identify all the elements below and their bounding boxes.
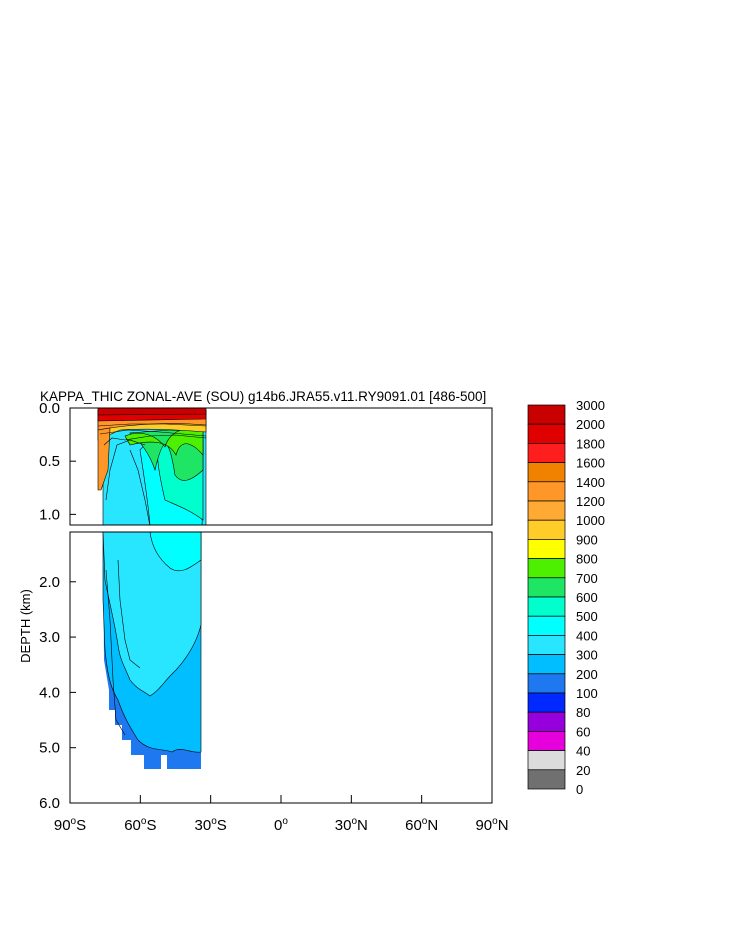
colorbar-swatch [527, 481, 566, 502]
upper-panel-frame [69, 407, 493, 526]
field-level-400 [102, 532, 202, 697]
colorbar-label: 40 [576, 744, 590, 759]
y-tick-label: 5.0 [39, 740, 60, 757]
upper-contour-3 [103, 434, 207, 446]
upper-panel [69, 407, 493, 526]
y-tick-label: 1.0 [39, 506, 60, 523]
upper-panel-field [97, 408, 207, 525]
x-tick-label: 60oN [405, 816, 438, 834]
y-tick-label: 3.0 [39, 629, 60, 646]
colorbar-swatch [527, 500, 566, 521]
colorbar-label: 100 [576, 686, 598, 701]
lower-contour-1 [117, 559, 141, 669]
x-tick-label: 30oS [195, 816, 227, 834]
colorbar-label: 700 [576, 571, 598, 586]
colorbar-swatch [527, 558, 566, 579]
field-level-500 [149, 532, 202, 572]
upper-contour-2 [99, 429, 207, 437]
colorbar-label: 1200 [576, 494, 605, 509]
colorbar-swatch [527, 539, 566, 559]
x-tick-label: 60oS [124, 816, 156, 834]
colorbar-swatch [527, 404, 566, 425]
colorbar-label: 1400 [576, 475, 605, 490]
colorbar-label: 80 [576, 705, 590, 720]
colorbar-swatch [527, 423, 566, 444]
colorbar-swatch [527, 577, 566, 598]
colorbar-swatch [527, 443, 566, 463]
field-level-700 [124, 427, 204, 456]
upper-contour-5 [129, 449, 151, 525]
field-level-shallow-left [97, 427, 111, 491]
colorbar-label: 600 [576, 590, 598, 605]
axes: 90oS 60oS 30oS 0o 30oN 60oN 90oN 0.0 0.5 1.0 2.0 3.… [18, 400, 509, 834]
colorbar-label: 900 [576, 532, 598, 547]
y-tick-label: 4.0 [39, 684, 60, 701]
upper-contour-4 [105, 439, 146, 501]
colorbar-swatch [527, 692, 566, 713]
colorbar-label: 800 [576, 552, 598, 567]
lower-panel [69, 531, 493, 804]
colorbar-label: 1600 [576, 456, 605, 471]
x-tick-label: 30oN [335, 816, 368, 834]
colorbar-label: 500 [576, 609, 598, 624]
chart-title: KAPPA_THIC ZONAL-AVE (SOU) g14b6.JRA55.v… [40, 389, 486, 404]
colorbar-label: 1800 [576, 436, 605, 451]
colorbar-swatch [527, 635, 566, 655]
lower-contour-2 [105, 569, 126, 736]
x-tick-label: 90oS [54, 816, 86, 834]
colorbar-label: 60 [576, 724, 590, 739]
colorbar-swatch [527, 711, 566, 732]
field-level-3000 [97, 408, 207, 416]
colorbar: 3000200018001600140012001000900800700600… [527, 398, 605, 797]
colorbar-swatch [527, 596, 566, 617]
colorbar-label: 20 [576, 763, 590, 778]
colorbar-label: 3000 [576, 398, 605, 413]
colorbar-label: 0 [576, 782, 583, 797]
colorbar-label: 2000 [576, 417, 605, 432]
y-tick-label: 0.5 [39, 453, 60, 470]
colorbar-swatch [527, 731, 566, 751]
y-tick-label: 6.0 [39, 795, 60, 812]
colorbar-label: 400 [576, 628, 598, 643]
colorbar-swatch [527, 769, 566, 790]
upper-contour-1 [97, 423, 207, 427]
y-axis-label: DEPTH (km) [18, 589, 33, 663]
colorbar-swatch [527, 519, 566, 540]
colorbar-swatch [527, 750, 566, 771]
colorbar-swatch [527, 673, 566, 694]
colorbar-swatch [527, 462, 566, 483]
x-tick-label: 90oN [475, 816, 508, 834]
x-tick-label: 0o [274, 816, 288, 834]
colorbar-label: 1000 [576, 513, 605, 528]
colorbar-label: 300 [576, 648, 598, 663]
y-tick-label: 2.0 [39, 574, 60, 591]
lower-panel-field [102, 532, 202, 769]
colorbar-swatch [527, 654, 566, 675]
y-tick-label: 0.0 [39, 400, 60, 417]
colorbar-label: 200 [576, 667, 598, 682]
colorbar-swatch [527, 615, 566, 636]
